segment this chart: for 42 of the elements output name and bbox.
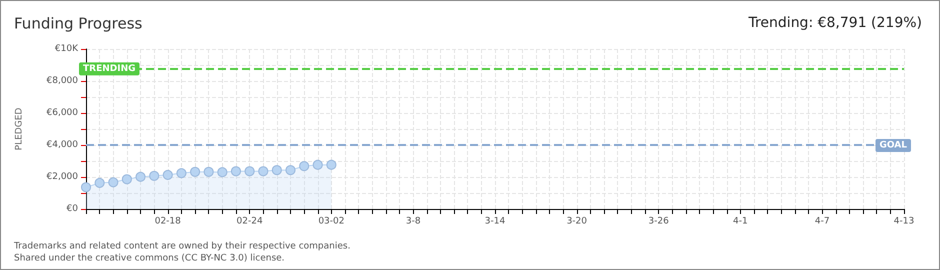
x-tick-label: 03-02 <box>318 216 344 226</box>
y-tick-label: €0 <box>66 204 78 214</box>
point <box>136 172 146 182</box>
point <box>272 165 282 176</box>
point <box>122 174 132 184</box>
ref-line-label: GOAL <box>880 140 908 150</box>
point <box>258 166 268 176</box>
y-axis-title: PLEDGED <box>14 108 24 150</box>
x-tick-label: 3-26 <box>648 216 670 226</box>
point <box>230 166 241 176</box>
x-tick-label: 3-20 <box>566 216 588 226</box>
point <box>299 161 310 172</box>
x-tick-label: 02-18 <box>154 216 182 226</box>
y-tick-label: €6,000 <box>46 108 78 118</box>
point <box>149 170 160 181</box>
point <box>162 170 173 180</box>
x-tick-label: 3-8 <box>406 216 421 226</box>
y-tick-label: €2,000 <box>46 172 78 182</box>
y-tick-label: €4,000 <box>46 140 78 150</box>
y-tick-label: €8,000 <box>46 76 78 86</box>
point <box>176 168 186 178</box>
x-tick-label: 3-14 <box>484 216 506 226</box>
text: Shared under the creative commons (CC BY-NC 3.0) license. <box>14 254 285 264</box>
point <box>312 160 323 170</box>
chart-title: Funding Progress <box>14 14 143 32</box>
point <box>326 160 336 170</box>
point <box>108 177 118 188</box>
ref-line-label: TRENDING <box>83 64 136 74</box>
point <box>244 166 255 176</box>
x-tick-label: 4-7 <box>814 216 830 226</box>
x-tick-label: 4-13 <box>894 216 914 226</box>
point <box>204 166 214 177</box>
text: Trademarks and related content are owned by their respective companies. <box>13 242 350 252</box>
point <box>94 178 105 188</box>
point <box>286 165 296 176</box>
x-tick-label: 02-24 <box>236 216 263 226</box>
point <box>81 182 91 192</box>
y-tick-label: €10K <box>54 44 80 54</box>
text: Trending: €8,791 (219%) <box>747 15 922 31</box>
x-tick-label: 4-1 <box>733 216 748 226</box>
point <box>190 166 200 177</box>
point <box>217 167 228 178</box>
